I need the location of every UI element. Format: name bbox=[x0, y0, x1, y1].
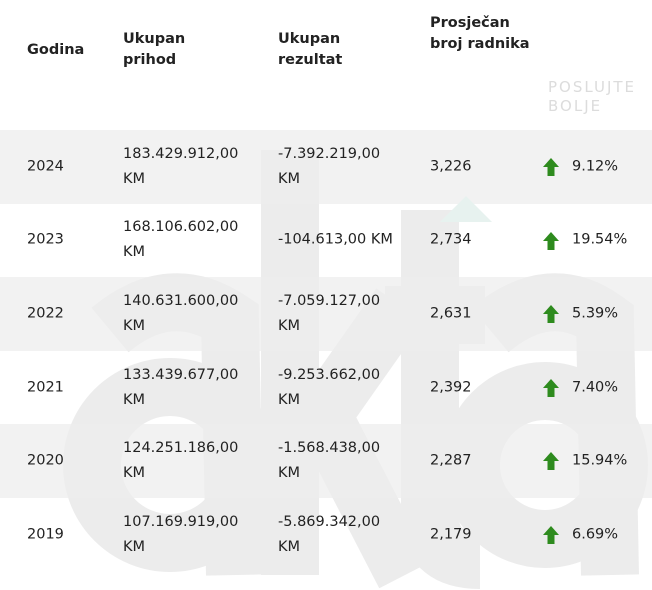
employees-cell: 2,179 bbox=[430, 526, 472, 543]
header-employees: Prosječan broj radnika bbox=[430, 15, 530, 52]
change-percent-cell: 19.54% bbox=[572, 231, 628, 248]
change-percent-cell: 6.69% bbox=[572, 526, 619, 543]
company-financials-table: Godina Ukupan prihod Ukupan rezultat Pro… bbox=[0, 0, 652, 572]
change-percent-cell: 7.40% bbox=[572, 379, 619, 396]
table-header: Godina Ukupan prihod Ukupan rezultat Pro… bbox=[0, 0, 652, 130]
employees-cell: 2,287 bbox=[430, 452, 472, 469]
change-percent-cell: 5.39% bbox=[572, 305, 619, 322]
revenue-cell: 183.429.912,00 KM bbox=[123, 145, 239, 187]
header-year: Godina bbox=[27, 42, 85, 58]
table-row: 2023 168.106.602,00 KM -104.613,00 KM 2,734… bbox=[0, 204, 652, 278]
revenue-cell: 107.169.919,00 KM bbox=[123, 513, 239, 555]
revenue-cell: 140.631.600,00 KM bbox=[123, 292, 239, 334]
slogan-line-1: POSLUJTE bbox=[548, 78, 637, 96]
table-row: 2019 107.169.919,00 KM -5.869.342,00 KM 2,1… bbox=[0, 498, 652, 572]
result-cell: -104.613,00 KM bbox=[278, 231, 393, 248]
change-percent-cell: 15.94% bbox=[572, 452, 628, 469]
year-cell: 2022 bbox=[27, 305, 64, 322]
table-row: 2024 183.429.912,00 KM -7.392.219,00 KM 3,2… bbox=[0, 130, 652, 204]
revenue-cell: 168.106.602,00 KM bbox=[123, 219, 239, 261]
year-cell: 2023 bbox=[27, 231, 64, 248]
arrow-up-icon bbox=[543, 305, 559, 324]
year-cell: 2019 bbox=[27, 526, 64, 543]
slogan-line-2: BOLJE bbox=[548, 97, 603, 115]
arrow-up-icon bbox=[543, 231, 559, 250]
table-row: 2022 140.631.600,00 KM -7.059.127,00 KM 2,6… bbox=[0, 277, 652, 351]
arrow-up-icon bbox=[543, 158, 559, 176]
revenue-cell: 124.251.186,00 KM bbox=[123, 440, 239, 482]
result-cell: -7.392.219,00 KM bbox=[278, 145, 381, 187]
table-row: 2021 133.439.677,00 KM -9.253.662,00 KM 2,3… bbox=[0, 351, 652, 425]
year-cell: 2020 bbox=[27, 452, 64, 469]
header-revenue: Ukupan prihod bbox=[123, 31, 186, 68]
employees-cell: 2,392 bbox=[430, 379, 472, 396]
change-percent-cell: 9.12% bbox=[572, 158, 619, 175]
result-cell: -5.869.342,00 KM bbox=[278, 513, 381, 555]
result-cell: -9.253.662,00 KM bbox=[278, 366, 381, 408]
header-result: Ukupan rezultat bbox=[278, 31, 343, 68]
arrow-up-icon bbox=[543, 378, 559, 397]
year-cell: 2024 bbox=[27, 158, 64, 175]
result-cell: -1.568.438,00 KM bbox=[278, 440, 381, 482]
year-cell: 2021 bbox=[27, 379, 64, 396]
arrow-up-icon bbox=[543, 452, 559, 471]
watermark-slogan: POSLUJTE BOLJE bbox=[548, 78, 636, 116]
watermark-triangle bbox=[440, 196, 492, 222]
result-cell: -7.059.127,00 KM bbox=[278, 292, 381, 334]
employees-cell: 2,631 bbox=[430, 305, 472, 322]
employees-cell: 3,226 bbox=[430, 158, 472, 175]
revenue-cell: 133.439.677,00 KM bbox=[123, 366, 239, 408]
arrow-up-icon bbox=[543, 525, 559, 544]
table-row: 2020 124.251.186,00 KM -1.568.438,00 KM 2,2… bbox=[0, 424, 652, 498]
employees-cell: 2,734 bbox=[430, 231, 472, 248]
